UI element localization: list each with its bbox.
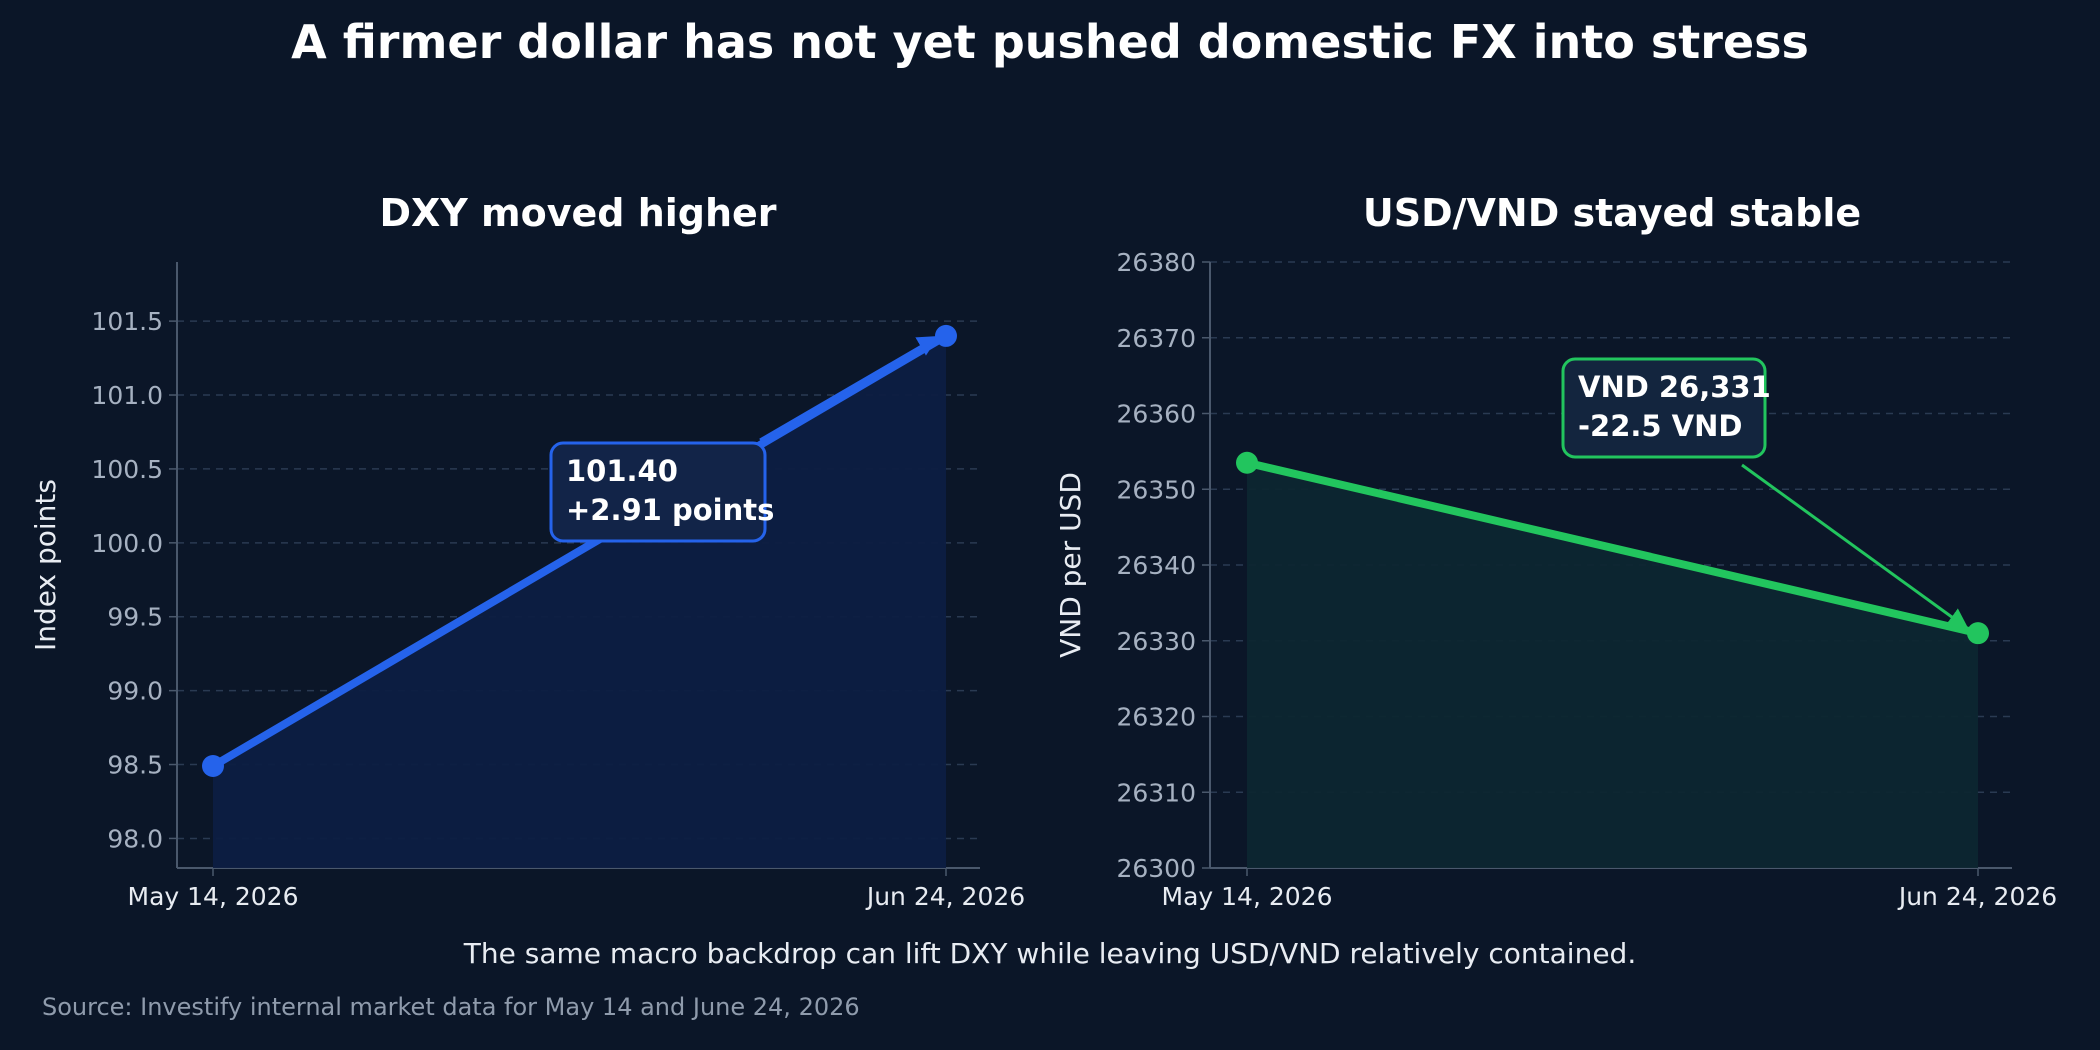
y-tick-label: 101.5 [91, 307, 163, 336]
series-area-fill [213, 335, 946, 868]
y-tick-label: 26310 [1116, 778, 1196, 807]
annotation-text: -22.5 VND [1578, 409, 1742, 443]
chart-panel-dxy: DXY moved higher 98.0 98.5 99.0 99.5 100.0 100… [29, 191, 1025, 911]
y-tick-label: 100.0 [91, 529, 163, 558]
panel-title: DXY moved higher [379, 191, 776, 235]
y-tick-label: 26350 [1116, 475, 1196, 504]
series-line [209, 331, 950, 771]
annotation-box [1561, 357, 1767, 459]
y-tick-label: 26360 [1116, 400, 1196, 429]
panel-title: USD/VND stayed stable [1363, 191, 1861, 235]
y-tick-label: 99.0 [107, 677, 163, 706]
data-point [1967, 622, 1989, 645]
annotation-arrow [1741, 463, 1969, 630]
x-tick-label: May 14, 2026 [1162, 882, 1333, 911]
y-tick-label: 26300 [1116, 854, 1196, 883]
annotation-text: +2.91 points [566, 493, 774, 527]
series-area-fill [1247, 462, 1978, 868]
x-tick-label: Jun 24, 2026 [865, 882, 1025, 911]
y-tick-label: 98.0 [107, 824, 163, 853]
y-tick-label: 26340 [1116, 551, 1196, 580]
y-axis-label: VND per USD [1054, 472, 1087, 658]
main-title: A firmer dollar has not yet pushed domes… [291, 15, 1809, 69]
y-tick-label: 26330 [1116, 627, 1196, 656]
annotation-arrow [759, 335, 939, 442]
y-tick-label: 99.5 [107, 603, 163, 632]
x-tick-label: May 14, 2026 [128, 882, 299, 911]
data-point [935, 324, 957, 347]
y-axis-label: Index points [29, 479, 62, 651]
data-point [202, 755, 224, 778]
data-point [1236, 451, 1258, 474]
chart-footnote: The same macro backdrop can lift DXY whi… [463, 937, 1637, 970]
y-tick-label: 26320 [1116, 703, 1196, 732]
x-tick-label: Jun 24, 2026 [1897, 882, 2057, 911]
annotation-text: 101.40 [566, 454, 678, 488]
annotation-text: VND 26,331 [1578, 370, 1771, 404]
source-note: Source: Investify internal market data f… [42, 993, 860, 1021]
annotation-box [549, 441, 767, 543]
chart-panel-usd-vnd: USD/VND stayed stable 26300 26310 26320 2633… [1054, 191, 2057, 911]
y-tick-label: 101.0 [91, 381, 163, 410]
y-tick-label: 98.5 [107, 751, 163, 780]
y-tick-label: 100.5 [91, 455, 163, 484]
y-tick-label: 26370 [1116, 324, 1196, 353]
series-line [1243, 458, 1982, 638]
y-tick-label: 26380 [1116, 248, 1196, 277]
